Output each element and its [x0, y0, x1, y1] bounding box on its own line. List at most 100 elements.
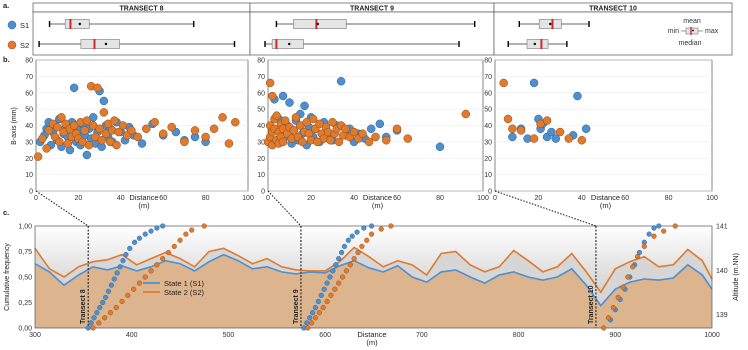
boxplot-frame-1	[32, 11, 251, 56]
scatter-point-transect8-s2	[52, 122, 62, 132]
boxplot-transect9-s1-box	[293, 19, 347, 29]
scatter-point-transect8-s2	[127, 126, 136, 135]
scatter-point-transect9-s2	[341, 124, 350, 134]
scatter-point-transect8-s1	[99, 96, 109, 106]
scatter-x-tick-label: 0	[34, 195, 38, 202]
boxplot-transect9-s2-mean	[288, 42, 291, 46]
legend-s2-marker	[7, 40, 17, 50]
cumulative-point-s2	[634, 254, 641, 260]
cumulative-point-s1	[651, 225, 657, 231]
scatter-point-transect8-s2	[110, 116, 119, 125]
scatter-y-tick-label: 60	[25, 90, 33, 97]
scatter-point-transect10-s2	[542, 116, 552, 125]
cumulative-point-s2	[96, 320, 102, 326]
cumulative-point-s2	[324, 298, 330, 305]
cumulative-point-s1	[148, 228, 154, 234]
profile-x-axis-label: Distance	[357, 330, 386, 339]
cumulative-point-s2	[651, 233, 657, 239]
scatter-point-transect8-s1	[137, 139, 147, 148]
cumulative-point-s1	[318, 292, 324, 298]
scatter-y-tick-label: 30	[25, 139, 33, 146]
scatter-x-tick-label: 100	[242, 195, 254, 202]
scatter-point-transect9-s2	[265, 78, 275, 88]
legend-s1-marker	[7, 20, 17, 30]
cumulative-point-s1	[336, 256, 342, 262]
cumulative-point-s1	[132, 239, 138, 245]
scatter-y-tick-label: 0	[29, 189, 33, 196]
scatter-x-tick-label: 60	[621, 195, 629, 202]
cumulative-point-s2	[620, 284, 626, 290]
scatter-point-transect9-s2	[403, 134, 412, 143]
scatter-x-tick-label: 80	[665, 195, 673, 202]
scatter-y-tick-label: 50	[484, 107, 492, 114]
cumulative-point-s1	[117, 264, 123, 270]
key-mean	[692, 29, 694, 32]
scatter-point-transect8-s2	[33, 152, 43, 161]
cumulative-point-s2	[630, 264, 636, 270]
scatter-x-axis-unit: (m)	[372, 201, 384, 210]
scatter-x-axis-label: Distance	[363, 193, 392, 202]
profile-y2-axis-label: Altitude (m.NN)	[733, 253, 740, 301]
scatter-point-transect10-s2	[577, 135, 587, 145]
cumulative-point-s2	[320, 305, 326, 311]
scatter-point-transect8-s2	[57, 113, 66, 122]
scatter-point-transect8-s1	[69, 83, 79, 93]
profile-gap-fill	[35, 247, 712, 306]
cumulative-point-s1	[354, 229, 360, 235]
cumulative-point-s2	[672, 223, 678, 229]
transect-connector	[35, 190, 89, 227]
boxplot-transect8-s1-box	[64, 19, 90, 29]
scatter-point-transect9-s1	[278, 91, 288, 101]
scatter-point-transect10-s2	[555, 127, 565, 137]
scatter-y-tick-label: 40	[25, 123, 33, 130]
scatter-point-transect9-s2	[382, 135, 391, 145]
profile-y2-tick-label: 141	[716, 224, 728, 231]
boxplot-transect8-s1-mean	[78, 22, 82, 26]
cumulative-point-s1	[333, 262, 339, 268]
cumulative-point-s2	[312, 315, 319, 321]
scatter-x-tick-label: 0	[493, 195, 497, 202]
cumulative-point-s1	[85, 325, 91, 331]
scatter-point-transect8-s2	[55, 137, 64, 147]
cumulative-point-s1	[361, 225, 367, 231]
profile-change-fill	[35, 247, 712, 306]
scatter-point-transect9-s2	[326, 135, 335, 145]
scatter-y-tick-label: 80	[484, 58, 492, 65]
scatter-point-transect8-s2	[231, 117, 240, 127]
profile-y-tick-label: 0,00	[18, 326, 32, 333]
scatter-y-tick-label: 70	[484, 74, 492, 81]
cumulative-point-s2	[378, 226, 384, 232]
scatter-point-transect10-s1	[581, 124, 591, 134]
boxplot-transect10-s1-mean	[549, 22, 552, 26]
profile-y-tick-label: 1,00	[18, 224, 32, 231]
scatter-x-axis-unit: (m)	[138, 201, 150, 210]
scatter-point-transect8-s2	[42, 144, 51, 153]
cumulative-point-s2	[90, 325, 96, 331]
scatter-point-transect10-s1	[508, 132, 517, 142]
boxplot-title-2: TRANSECT 9	[350, 6, 394, 13]
scatter-point-transect8-s2	[224, 139, 234, 148]
scatter-x-tick-label: 40	[117, 195, 125, 202]
key-min-label: min	[668, 28, 679, 35]
scatter-y-tick-label: 40	[257, 123, 265, 130]
scatter-x-tick-label: 20	[307, 195, 315, 202]
scatter-y-axis-label: B-axis (mm)	[11, 107, 18, 145]
profile-x-tick-label: 500	[223, 332, 235, 339]
cumulative-point-s2	[171, 243, 177, 250]
cumulative-point-s1	[341, 243, 348, 250]
scatter-x-tick-label: 100	[477, 195, 489, 202]
scatter-point-transect8-s2	[63, 139, 73, 148]
cumulative-point-s1	[160, 223, 166, 229]
cumulative-point-s1	[154, 225, 160, 231]
cumulative-point-s2	[615, 294, 621, 301]
key-mean-label: mean	[683, 18, 701, 25]
scatter-y-tick-label: 0	[488, 189, 492, 196]
scatter-point-transect9-s2	[291, 113, 301, 122]
scatter-point-transect10-s1	[551, 134, 561, 143]
scatter-x-axis-label: Distance	[591, 193, 620, 202]
scatter-point-transect9-s2	[268, 91, 277, 101]
scatter-point-transect9-s2	[392, 124, 402, 134]
profile-x-tick-label: 1000	[704, 332, 720, 339]
cumulative-point-s1	[127, 245, 133, 252]
